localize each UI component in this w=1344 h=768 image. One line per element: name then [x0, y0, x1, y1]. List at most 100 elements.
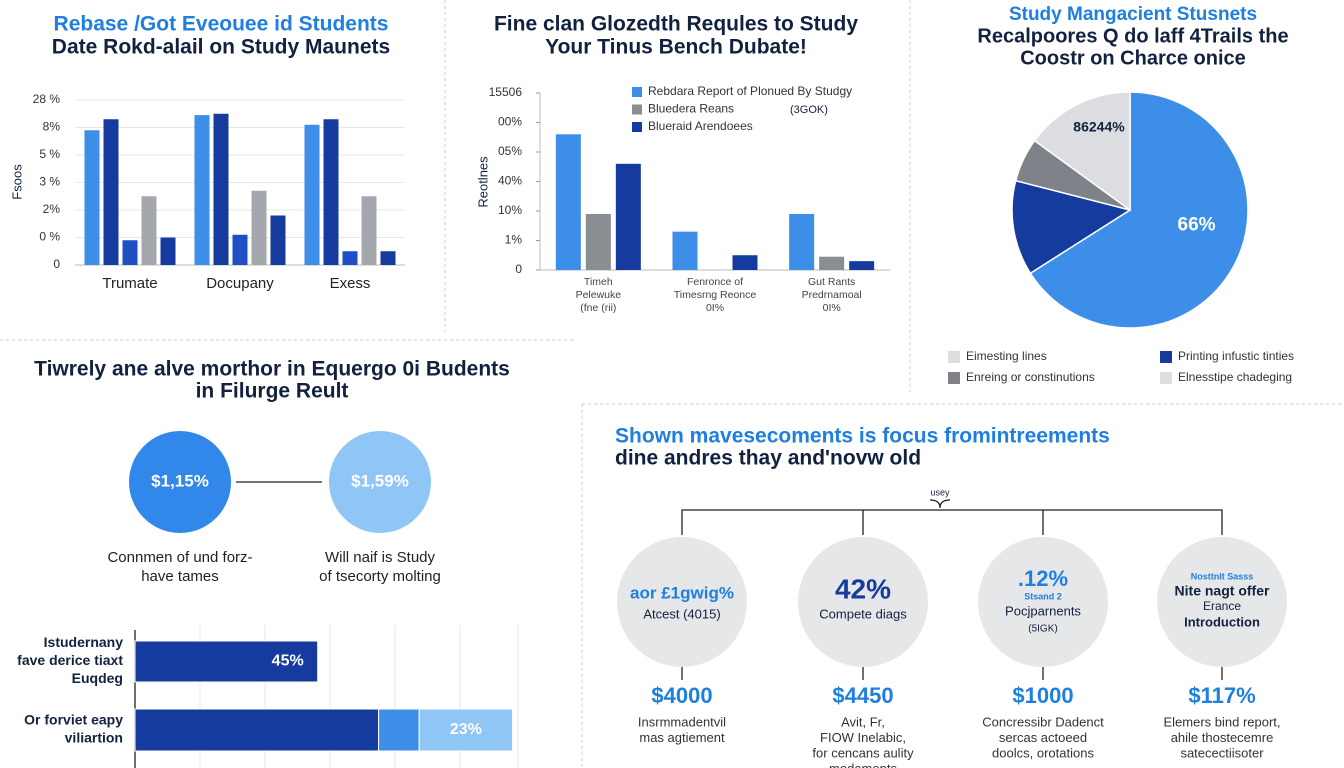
data-label: 45% [272, 653, 304, 670]
bar [361, 196, 377, 265]
x-tick-label: Docupany [206, 275, 274, 292]
chart-subtitle: Your Tinus Bench Dubate! [545, 36, 807, 59]
bar [789, 213, 815, 270]
node-amount: $4000 [651, 683, 712, 708]
node-caption: modaments [829, 761, 897, 768]
x-tick-label: Timesrng Reonce [674, 289, 757, 301]
bar [270, 215, 286, 265]
section-title: Tiwrely ane alve morthor in Equergo 0i B… [34, 358, 510, 381]
brace [929, 499, 951, 509]
x-tick-label: Exess [330, 275, 371, 292]
legend-swatch [948, 372, 960, 384]
legend-label: Blueraid Arendoees [648, 119, 753, 133]
y-tick-label: viliartion [65, 730, 123, 746]
y-axis-label: Fsoos [9, 164, 24, 200]
y-tick-label: Euqdeg [72, 670, 123, 686]
bar [819, 256, 845, 270]
node-caption: ahile thostecemre [1171, 730, 1274, 745]
legend-swatch [948, 351, 960, 363]
x-tick-label: Pelewuke [576, 289, 622, 301]
x-tick-label: Timeh [584, 276, 613, 288]
bar-segment [134, 708, 380, 752]
y-tick-label: 05% [498, 144, 522, 158]
stat-circle [329, 431, 431, 533]
legend-swatch [632, 122, 642, 132]
y-tick-label: Or forviet eapy [24, 712, 123, 728]
tree-root: usey [930, 487, 950, 497]
node-caption: Elemers bind report, [1163, 714, 1280, 729]
chart-title: Rebase /Got Eveouee id Students [54, 13, 389, 36]
tree-node [798, 537, 928, 667]
node-text: Nite nagt offer [1175, 583, 1270, 599]
bar [122, 240, 138, 265]
bar [342, 251, 358, 265]
y-tick-label: 3 % [39, 175, 60, 189]
section-title: in Filurge Reult [196, 380, 349, 403]
node-text: Erance [1203, 599, 1241, 613]
y-tick-label: 0 % [39, 230, 60, 244]
chart-subtitle: Recalpoores Q do laff 4Trails the [977, 25, 1288, 47]
x-tick-label: 0I% [706, 302, 724, 314]
legend-note: (3GOK) [790, 104, 828, 116]
bar [585, 213, 611, 270]
node-headline: Nosttnlt Sasss [1191, 571, 1254, 581]
x-tick-label: Gut Rants [808, 276, 855, 288]
bar-segment [378, 708, 420, 752]
y-tick-label: 0 [515, 262, 522, 276]
bar [323, 119, 339, 265]
node-caption: satecectiisoter [1180, 745, 1264, 760]
y-tick-label: Istudernany [44, 634, 124, 650]
y-tick-label: fave derice tiaxt [17, 652, 123, 668]
node-text: (5IGK) [1028, 624, 1057, 635]
y-axis-label: Reotlnes [475, 156, 490, 208]
stat-caption: Connmen of und forz- [107, 549, 252, 566]
stat-caption: of tsecorty molting [319, 568, 441, 585]
node-text: Introduction [1184, 614, 1260, 629]
pie-slice [1033, 91, 1131, 212]
node-headline: aor £1gwig% [630, 583, 734, 602]
y-tick-label: 15506 [489, 85, 523, 99]
x-tick-label: Fenronce of [687, 276, 743, 288]
x-tick-label: (fne (rii) [580, 302, 616, 314]
stat-caption: have tames [141, 568, 219, 585]
legend-swatch [632, 87, 642, 97]
section-title: Shown mavesecoments is focus fromintreem… [615, 425, 1110, 448]
legend-label: Enreing or constinutions [966, 370, 1095, 384]
bar [732, 255, 758, 270]
node-amount: $4450 [832, 683, 893, 708]
y-tick-label: 8% [43, 120, 61, 134]
y-tick-label: 0 [53, 257, 60, 271]
bar [849, 261, 875, 270]
node-caption: sercas actoeed [999, 730, 1087, 745]
bar [672, 231, 698, 270]
node-amount: $1000 [1012, 683, 1073, 708]
x-tick-label: Trumate [102, 275, 157, 292]
chart-subtitle: Date Rokd-alail on Study Maunets [52, 36, 390, 59]
bar [304, 124, 320, 265]
node-amount: $117% [1188, 683, 1255, 708]
legend-swatch [1160, 351, 1172, 363]
node-headline: .12% [1018, 566, 1068, 591]
bar [380, 251, 396, 265]
bar [194, 115, 210, 265]
tree-node [1157, 537, 1287, 667]
data-label: 66% [1178, 215, 1216, 236]
node-caption: FIOW Inelabic, [820, 730, 906, 745]
y-tick-label: 40% [498, 174, 522, 188]
legend-swatch [632, 104, 642, 115]
node-headline: 42% [835, 573, 891, 604]
node-caption: Avit, Fr, [841, 714, 885, 729]
pie-slice [1029, 91, 1249, 329]
node-caption: Concressibr Dadenct [982, 714, 1104, 729]
y-tick-label: 28 % [33, 92, 61, 106]
node-caption: mas agtiement [639, 730, 725, 745]
y-tick-label: 2% [43, 202, 61, 216]
y-tick-label: 5 % [39, 147, 60, 161]
bar [84, 130, 100, 265]
chart-title: Study Mangacient Stusnets [1009, 4, 1257, 25]
node-text: Pocjparnents [1005, 603, 1081, 618]
node-text: Compete diags [819, 606, 907, 621]
legend-label: Rebdara Report of Plonued By Studgy [648, 84, 852, 98]
y-tick-label: 10% [498, 203, 522, 217]
